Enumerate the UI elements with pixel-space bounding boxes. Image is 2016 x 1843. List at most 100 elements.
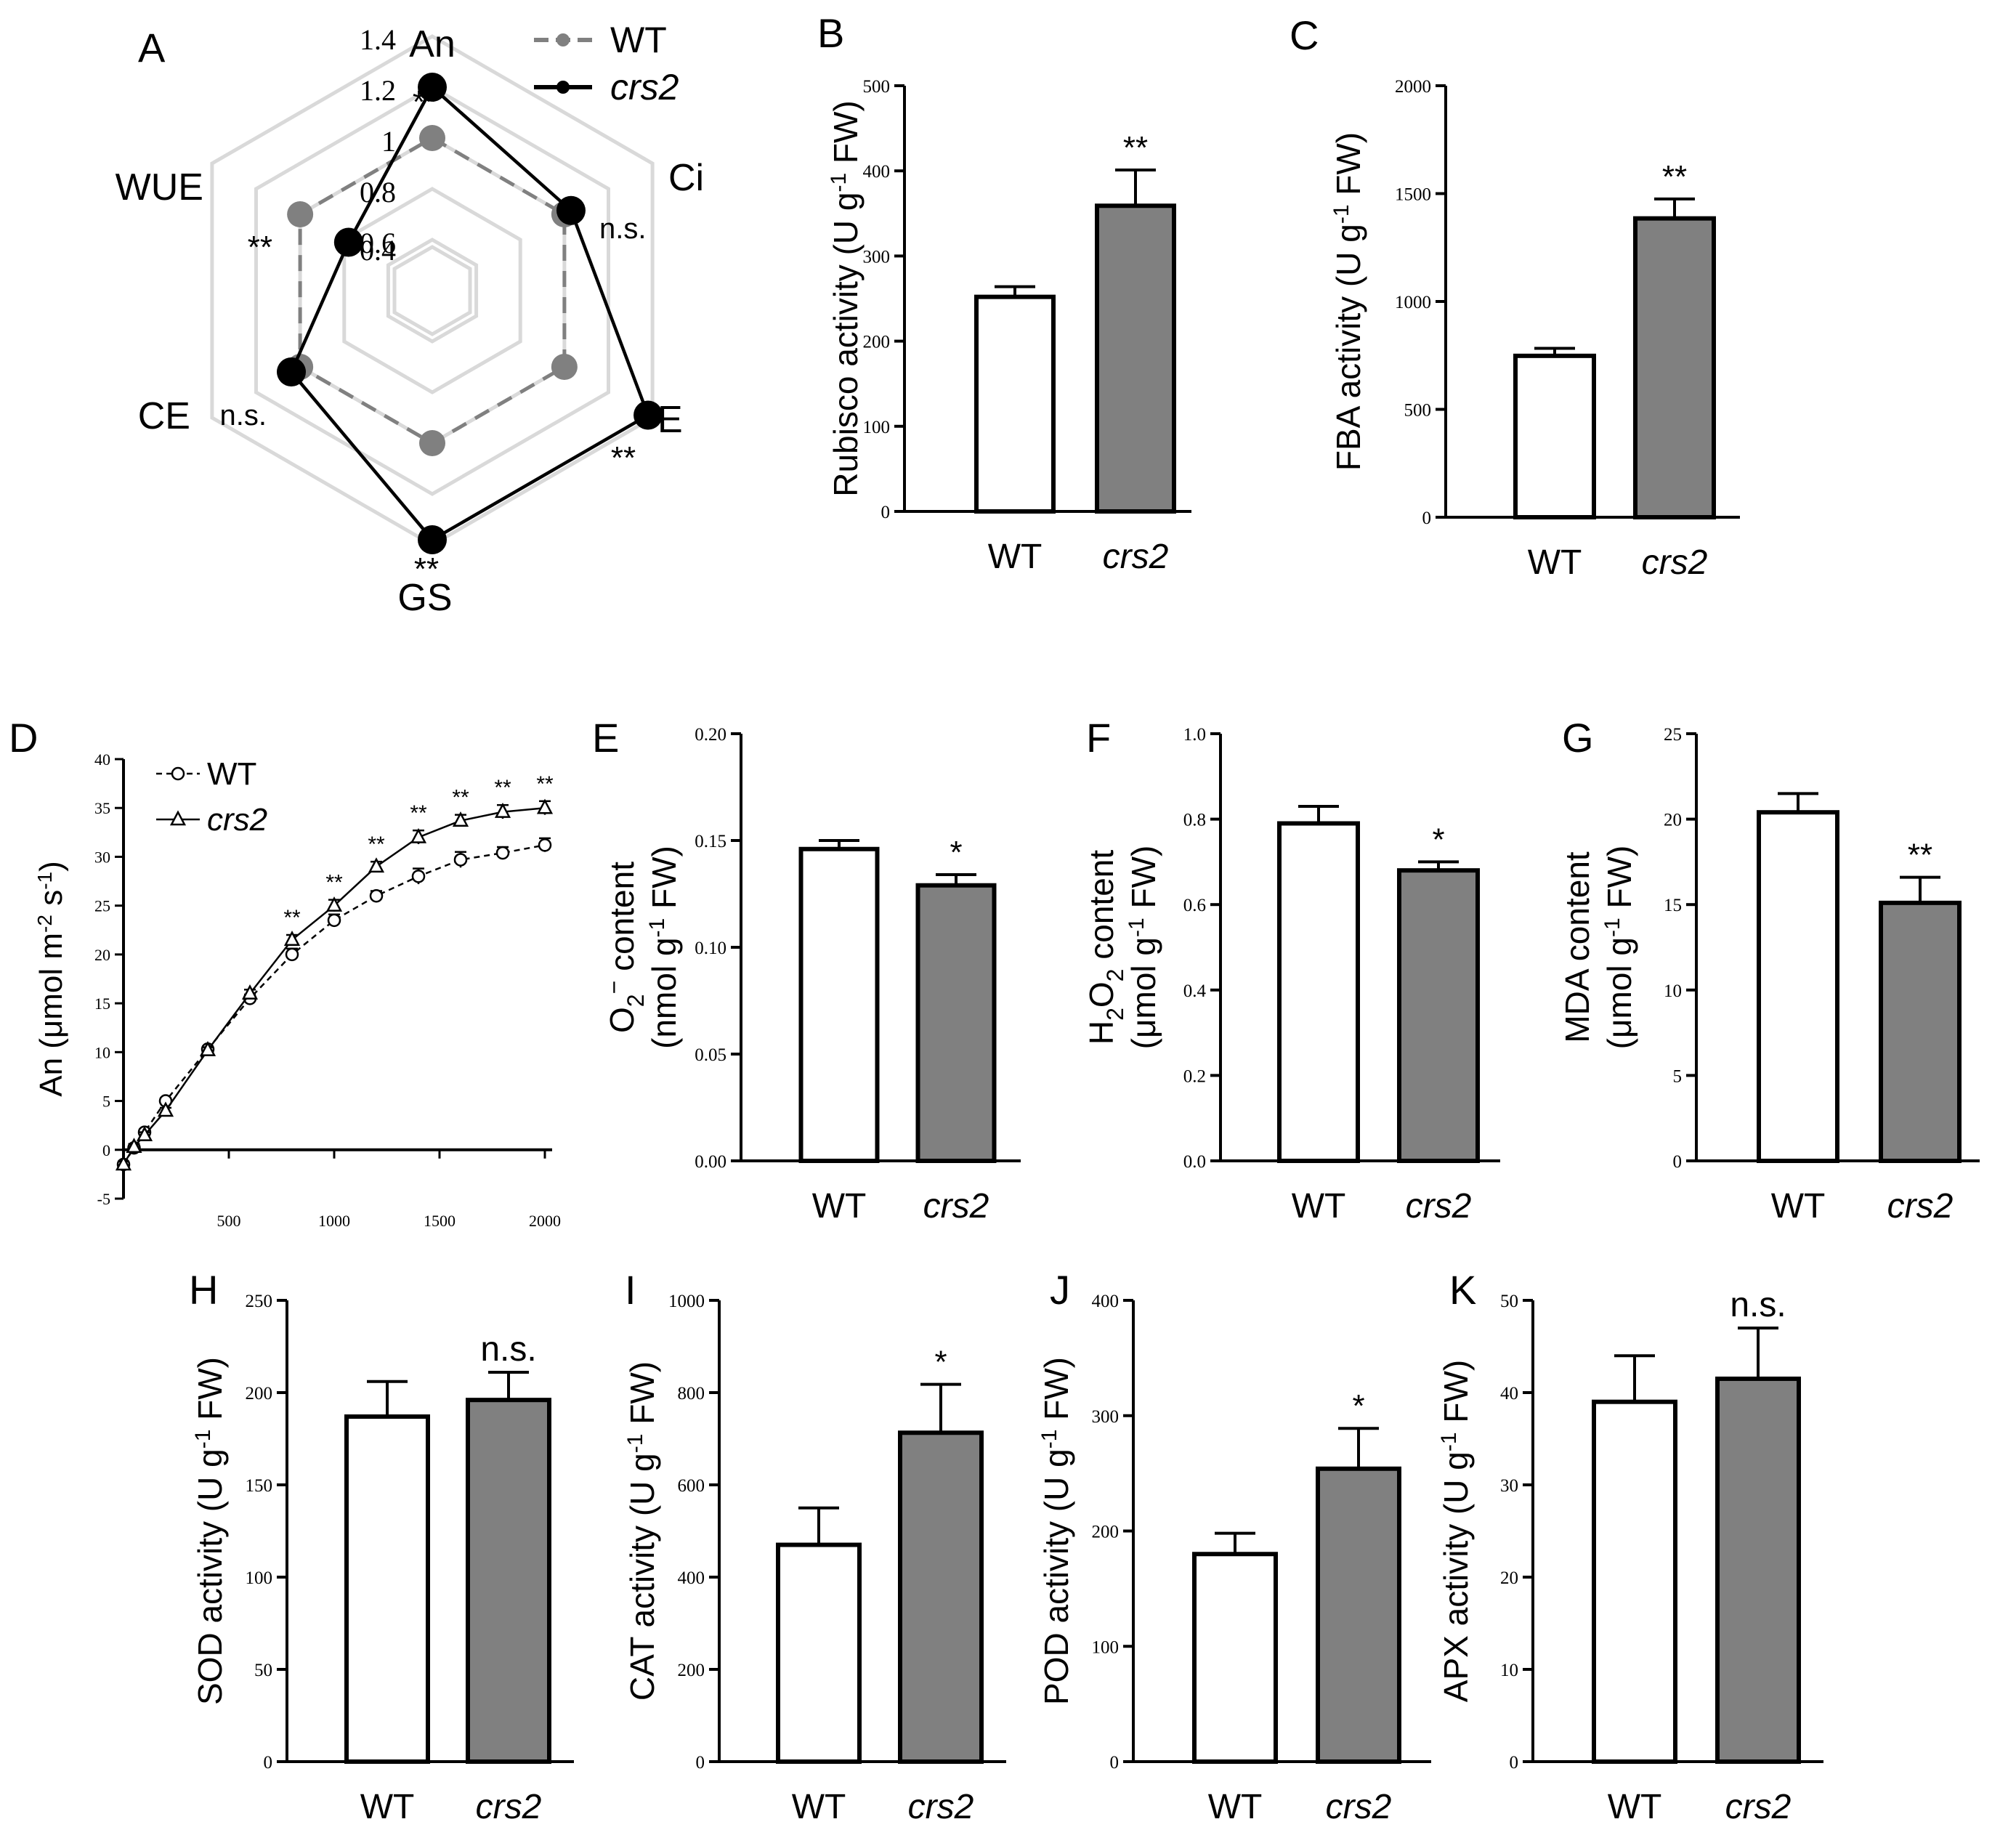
radar-point-WT — [419, 125, 445, 151]
bar-WT — [1592, 1399, 1677, 1764]
x-tick-label: crs2 — [1326, 1788, 1392, 1826]
x-tick-label: crs2 — [923, 1187, 989, 1226]
y-tick-label: 100 — [1092, 1637, 1120, 1657]
y-tick-label: 5 — [1673, 1066, 1683, 1086]
point-crs2 — [136, 1125, 153, 1141]
radar-sig-mark: ** — [248, 230, 272, 265]
y-tick-label: 20 — [1500, 1568, 1518, 1588]
y-tick-label: 0 — [881, 503, 891, 522]
x-tick-label: crs2 — [1406, 1187, 1472, 1226]
radar-grid-ring — [342, 187, 522, 394]
point-crs2 — [283, 931, 301, 946]
bar-crs2 — [1316, 1466, 1401, 1765]
bar-crs2 — [1879, 900, 1962, 1164]
point-crs2 — [494, 802, 511, 818]
y-tick-label: 0.0 — [1183, 1152, 1206, 1172]
radar-axis-label: GS — [397, 577, 452, 619]
panel-label-b: B — [817, 10, 844, 56]
y-tick-label: 200 — [678, 1661, 705, 1680]
x-tick-label: crs2 — [1887, 1187, 1954, 1226]
legend-label-WT: WT — [207, 756, 256, 792]
y-tick-label: 5 — [102, 1093, 110, 1111]
x-tick-label: WT — [1771, 1187, 1826, 1226]
y-tick-label: 35 — [94, 799, 110, 817]
y-axis-label: An (μmol m-2 s-1) — [33, 861, 69, 1097]
point-crs2 — [157, 1101, 174, 1117]
y-tick-label: 20 — [1664, 811, 1682, 830]
y-tick-label: 250 — [246, 1292, 273, 1311]
y-tick-label: 500 — [1404, 401, 1432, 421]
panel-label-k: K — [1449, 1267, 1476, 1313]
y-tick-label: 500 — [863, 77, 891, 97]
point-crs2 — [452, 811, 469, 827]
radar-point-WT — [551, 354, 578, 380]
radar-sig-mark: n.s. — [220, 400, 267, 432]
y-tick-label: 0.8 — [1183, 811, 1206, 830]
y-axis-label: APX activity (U g-1 FW) — [1437, 1360, 1475, 1702]
sig-mark: * — [1352, 1388, 1364, 1424]
x-tick-label: 1500 — [424, 1212, 456, 1230]
sig-mark: ** — [283, 906, 301, 930]
radar-point-crs2 — [556, 195, 586, 225]
sig-mark: ** — [494, 776, 511, 800]
y-tick-label: 0.4 — [1183, 981, 1207, 1001]
y-tick-label: 300 — [863, 247, 891, 267]
radar-sig-mark: n.s. — [599, 213, 646, 245]
y-tick-label: 10 — [94, 1043, 110, 1061]
bar-WT — [776, 1542, 862, 1765]
sig-mark: ** — [536, 772, 554, 796]
y-tick-label: 0.00 — [695, 1152, 726, 1172]
radar-axis-label: Ci — [668, 157, 704, 199]
radar-point-crs2 — [418, 73, 447, 102]
radar-axis-label: E — [657, 399, 683, 441]
y-tick-label: 15 — [94, 995, 110, 1013]
point-crs2 — [241, 984, 259, 1000]
panel-label-c: C — [1290, 12, 1319, 58]
panel-label-h: H — [189, 1267, 218, 1313]
legend-label-crs2: crs2 — [610, 67, 679, 108]
panel-g: G 0 5 10 15 20 25 WT crs2 ** MDA content (μmol g-1 … — [1558, 715, 1980, 1226]
y-tick-label: 30 — [1500, 1476, 1518, 1496]
panel-i: I 0 200 400 600 800 1000 WT crs2 * CAT activity (U… — [623, 1267, 1006, 1826]
x-tick-label: WT — [1208, 1788, 1263, 1826]
y-axis-label: H2O2 content — [1082, 850, 1128, 1045]
x-tick-label: WT — [360, 1788, 415, 1826]
bar-WT — [1513, 353, 1596, 519]
bar-WT — [1192, 1552, 1278, 1764]
y-tick-label: 100 — [863, 418, 891, 437]
radar-point-crs2 — [333, 227, 363, 257]
y-tick-label: 400 — [1092, 1292, 1120, 1311]
bar-WT — [1277, 821, 1360, 1163]
x-tick-label: crs2 — [908, 1788, 974, 1826]
point-WT — [411, 870, 426, 883]
panel-d: D -5 0 5 10 15 20 25 30 35 40 500 1000 1500 2000 An (μm… — [9, 715, 561, 1230]
radar-ring-label: 1.2 — [360, 74, 396, 107]
x-tick-label: 500 — [217, 1212, 241, 1230]
sig-mark: n.s. — [480, 1330, 536, 1369]
y-tick-label: 50 — [254, 1661, 272, 1680]
sig-mark: ** — [1123, 130, 1148, 166]
y-tick-label: 40 — [1500, 1384, 1518, 1403]
y-tick-label: 800 — [678, 1384, 705, 1403]
bar-crs2 — [915, 883, 997, 1163]
y-tick-label: 400 — [678, 1568, 705, 1588]
x-tick-label: WT — [1608, 1788, 1662, 1826]
point-crs2 — [325, 896, 343, 912]
bar-WT — [344, 1414, 430, 1765]
y-axis-label: FBA activity (U g-1 FW) — [1329, 132, 1367, 471]
radar-ring-label: 0.6 — [360, 227, 396, 259]
x-tick-label: crs2 — [1725, 1788, 1792, 1826]
y-tick-label: 200 — [1092, 1523, 1120, 1542]
y-tick-label: 300 — [1092, 1407, 1120, 1427]
y-tick-label: 1000 — [1395, 293, 1431, 312]
radar-sig-mark: ** — [413, 84, 437, 120]
radar-ring-label: 0.4 — [360, 234, 396, 267]
point-WT — [538, 838, 552, 852]
point-crs2 — [410, 827, 427, 843]
y-axis-label: MDA content — [1558, 851, 1596, 1043]
point-crs2 — [368, 857, 385, 873]
panel-label-g: G — [1562, 715, 1594, 761]
panel-label-j: J — [1050, 1267, 1070, 1313]
radar-ring-label: 1.4 — [360, 23, 396, 56]
radar-point-crs2 — [633, 400, 663, 430]
